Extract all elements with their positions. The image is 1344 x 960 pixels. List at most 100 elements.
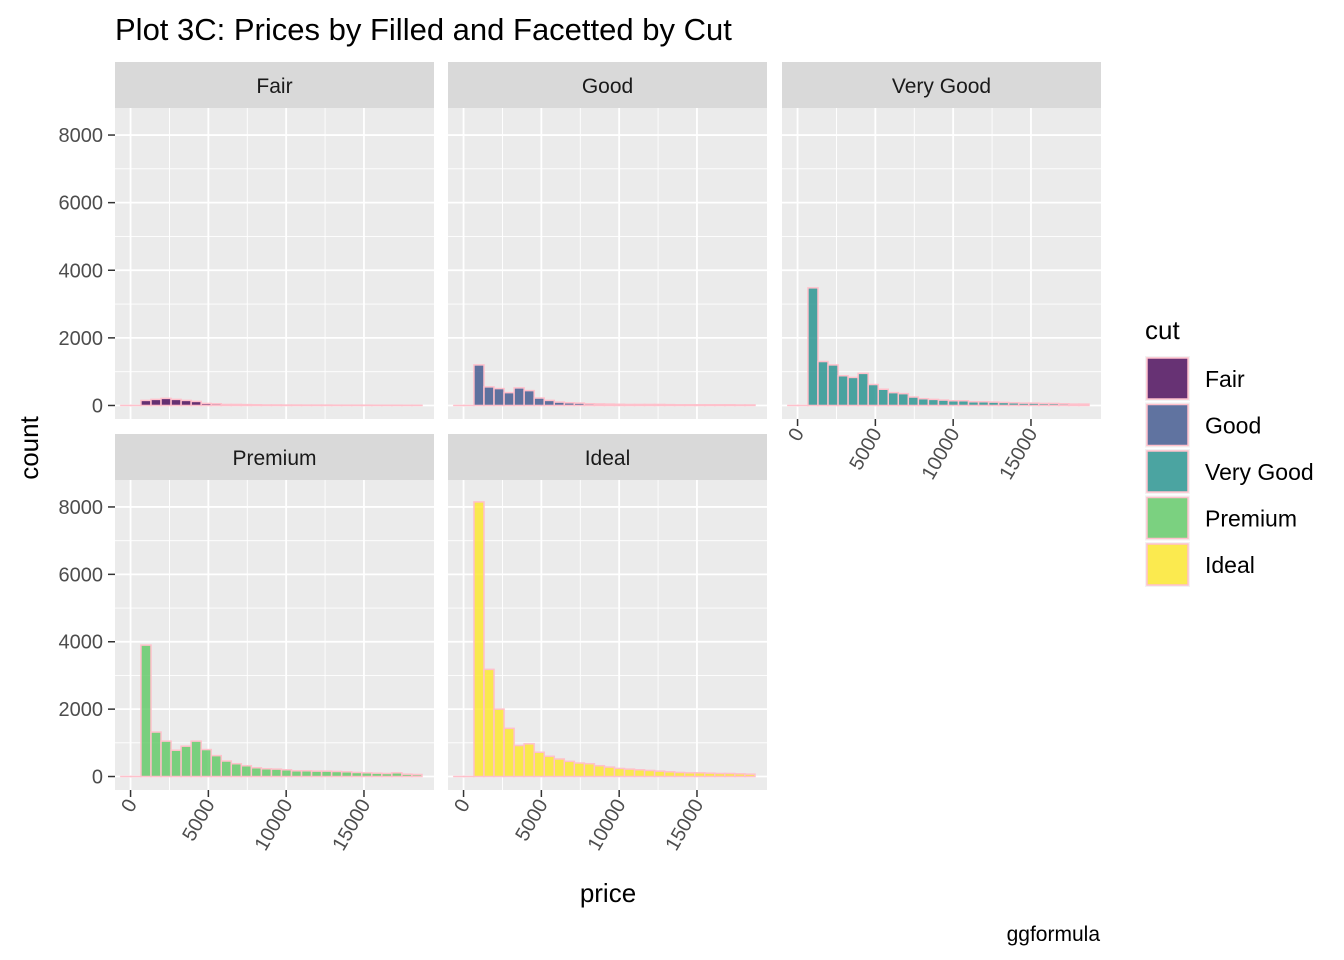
histogram-bar [593,403,606,407]
histogram-bar [140,644,152,778]
histogram-bar [523,389,535,407]
histogram-bar [867,383,879,407]
histogram-bar [513,744,525,778]
facet-fair: Fair 0 2000 4000 6000 8000 [59,62,434,419]
legend-key [1146,543,1189,586]
legend-label: Good [1205,413,1261,439]
histogram-bar [724,772,736,778]
x-tick-label: 10000 [251,796,298,855]
histogram-bar [573,762,586,778]
legend-entry-fair: Fair [1145,356,1245,401]
histogram-bar [250,767,263,778]
histogram-bar [170,398,182,407]
histogram-bar [603,403,616,407]
legend-key [1146,357,1189,400]
histogram-bar [704,404,716,407]
histogram-bar [320,770,333,778]
facet-strip-label: Very Good [892,75,991,98]
histogram-bar [563,402,576,407]
histogram-bar [907,396,920,407]
histogram-bar [744,773,756,778]
histogram-bar [553,758,566,778]
histogram-bar [704,772,716,778]
legend-label: Premium [1205,506,1297,532]
legend-key [1146,450,1189,493]
legend-entry-premium: Premium [1145,495,1297,541]
x-tick-label: 0 [117,796,142,817]
histogram-bar [1028,402,1040,407]
histogram-bar [240,403,253,407]
histogram-bar [503,391,515,407]
facet-strip [782,62,1101,108]
histogram-bar [583,403,596,407]
x-tick-label: 5000 [511,796,552,846]
histogram-bar [401,773,413,778]
panel-background [448,108,767,419]
histogram-bar [230,762,243,778]
histogram-bar [633,403,646,407]
chart-title: Plot 3C: Prices by Filled and Facetted b… [115,12,732,47]
facet-strip-label: Good [582,75,633,98]
histogram-bar [1068,403,1080,407]
histogram-bar [1058,403,1070,407]
facet-strip-label: Premium [232,447,316,470]
histogram-bar [473,364,485,407]
histogram-bar [613,403,626,407]
histogram-bar [573,402,586,407]
histogram-bar [977,401,990,407]
histogram-bar [391,772,403,778]
histogram-bar [817,360,829,407]
histogram-bar [180,399,192,407]
legend-label: Fair [1205,366,1245,392]
histogram-bar [250,404,263,407]
histogram-bar [210,754,222,778]
panel-background [115,108,434,419]
histogram-bar [270,768,283,778]
histogram-bar [673,771,686,778]
legend-entry-very-good: Very Good [1145,449,1314,494]
histogram-bar [543,399,555,407]
histogram-bar [1038,402,1050,407]
histogram-bar [613,767,626,778]
histogram-bar [593,764,606,778]
histogram-bar [220,403,233,407]
histogram-bar [533,397,545,407]
legend-label: Ideal [1205,552,1255,578]
x-tick-label: 5000 [845,425,886,475]
histogram-bar [190,740,202,778]
histogram-bar [190,400,202,407]
histogram-bar [1048,402,1060,407]
facet-strip [115,434,434,480]
x-tick-label: 15000 [661,796,708,855]
facet-premium: Premium 0 2000 4000 6000 8000 0 5000 10000 15000 [59,434,434,855]
histogram-bar [300,770,313,778]
x-tick-label: 0 [784,425,809,446]
legend-label: Very Good [1205,459,1314,485]
histogram-bar [280,769,293,778]
histogram-bar [947,399,960,407]
histogram-bar [957,399,970,407]
histogram-bar [694,772,706,778]
histogram-bar [1007,402,1020,407]
histogram-bar [503,727,515,778]
y-tick-label: 4000 [59,260,104,282]
histogram-bar [350,771,363,778]
histogram-bar [493,708,505,778]
histogram-bar [653,403,666,407]
x-tick-label: 15000 [995,425,1042,484]
histogram-bar [200,402,212,407]
histogram-bar [483,386,495,407]
histogram-bar [827,364,839,407]
y-tick-label: 6000 [59,564,104,586]
y-tick-label: 8000 [59,497,104,519]
x-tick-label: 10000 [918,425,965,484]
legend-key [1146,496,1189,540]
legend: cut Fair Good Very Good Premium Ideal [1145,315,1314,587]
histogram-bar [734,773,746,778]
histogram-bar [583,762,596,778]
histogram-bar [513,387,525,407]
histogram-bar [260,404,273,407]
histogram-bar [210,403,222,407]
x-tick-label: 10000 [584,796,631,855]
histogram-bar [260,768,273,778]
